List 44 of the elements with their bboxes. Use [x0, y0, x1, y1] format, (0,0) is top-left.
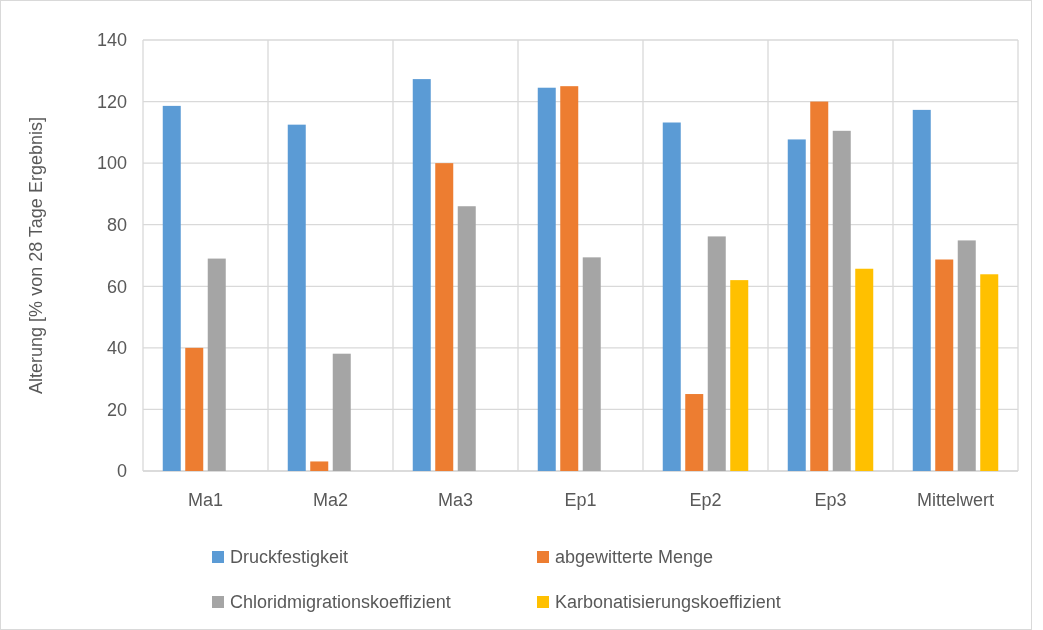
legend-label: Chloridmigrationskoeffizient — [230, 592, 451, 613]
bar — [787, 139, 806, 471]
y-tick-label: 20 — [106, 399, 127, 420]
y-tick-label: 40 — [106, 338, 127, 359]
bar — [457, 206, 476, 471]
bar — [310, 461, 329, 471]
legend-label: abgewitterte Menge — [555, 547, 714, 568]
y-tick-label: 100 — [96, 153, 127, 174]
legend-label: Druckfestigkeit — [230, 547, 349, 568]
bar — [560, 86, 579, 471]
x-tick-label: Ma3 — [437, 490, 474, 510]
bar — [287, 124, 306, 471]
bar — [185, 347, 204, 471]
bar — [435, 163, 454, 471]
y-tick-label: 60 — [106, 276, 127, 297]
y-tick-label: 140 — [96, 30, 127, 51]
bar — [707, 236, 726, 471]
bar — [912, 109, 931, 471]
y-tick-label: 0 — [116, 461, 127, 482]
x-tick-label: Ma1 — [187, 490, 224, 510]
bar — [957, 240, 976, 471]
y-tick-label: 80 — [106, 215, 127, 236]
bar — [855, 268, 874, 471]
bar — [582, 257, 601, 471]
x-tick-label: Ep1 — [564, 490, 597, 510]
bar — [935, 259, 954, 471]
bar — [412, 79, 431, 471]
y-axis-title: Alterung [% von 28 Tage Ergebnis] — [26, 117, 46, 394]
bar — [207, 258, 226, 471]
y-tick-label: 120 — [96, 91, 127, 112]
bar — [662, 122, 681, 471]
x-tick-label: Ep2 — [689, 490, 722, 510]
x-tick-label: Mittelwert — [916, 490, 995, 510]
legend-label: Karbonatisierungskoeffizient — [555, 592, 781, 613]
x-tick-label: Ep3 — [814, 490, 847, 510]
bar — [730, 280, 749, 471]
bar — [162, 105, 181, 471]
bar — [332, 353, 351, 471]
bar — [980, 274, 999, 471]
bar — [537, 87, 556, 471]
bar — [810, 101, 829, 471]
x-tick-label: Ma2 — [312, 490, 349, 510]
bar — [685, 394, 704, 471]
bar — [832, 130, 851, 471]
